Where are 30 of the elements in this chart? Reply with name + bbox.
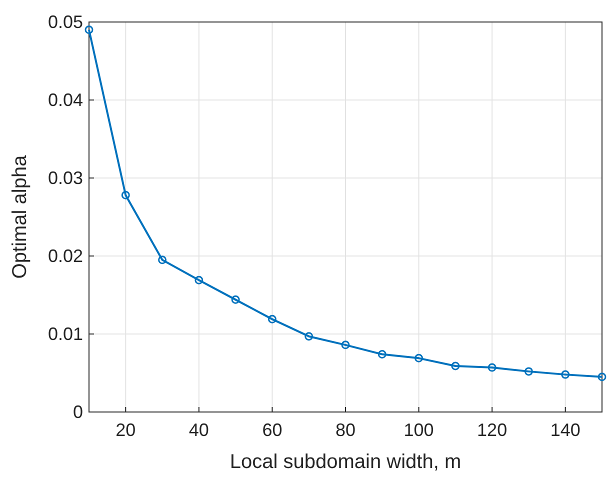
point: [84, 26, 94, 34]
y-tick-label: 0.01: [48, 324, 83, 344]
y-tick-label: 0.04: [48, 90, 83, 110]
x-tick-label: 120: [477, 420, 508, 440]
point: [414, 354, 424, 362]
y-axis-title: Optimal alpha: [9, 154, 31, 279]
point: [121, 190, 130, 200]
point: [451, 362, 460, 370]
x-tick-label: 40: [188, 420, 209, 440]
x-axis-title: Local subdomain width, m: [230, 451, 462, 473]
y-tick-label: 0: [72, 402, 83, 422]
point: [524, 367, 533, 376]
point: [561, 370, 570, 379]
point: [158, 256, 167, 264]
point: [194, 276, 204, 284]
point: [341, 340, 350, 350]
x-tick-label: 80: [335, 420, 356, 440]
x-tick-label: 140: [550, 420, 580, 440]
x-tick-label: 100: [404, 420, 434, 440]
y-tick-label: 0.03: [48, 168, 83, 188]
x-tick-label: 60: [262, 420, 282, 440]
point: [231, 295, 240, 304]
y-tick-label: 0.02: [48, 246, 83, 266]
point: [598, 372, 606, 382]
y-tick-label: 0.05: [48, 12, 83, 32]
point: [378, 350, 386, 359]
point: [268, 314, 276, 324]
point: [304, 332, 314, 341]
point: [488, 363, 496, 372]
x-tick-label: 20: [116, 420, 136, 440]
